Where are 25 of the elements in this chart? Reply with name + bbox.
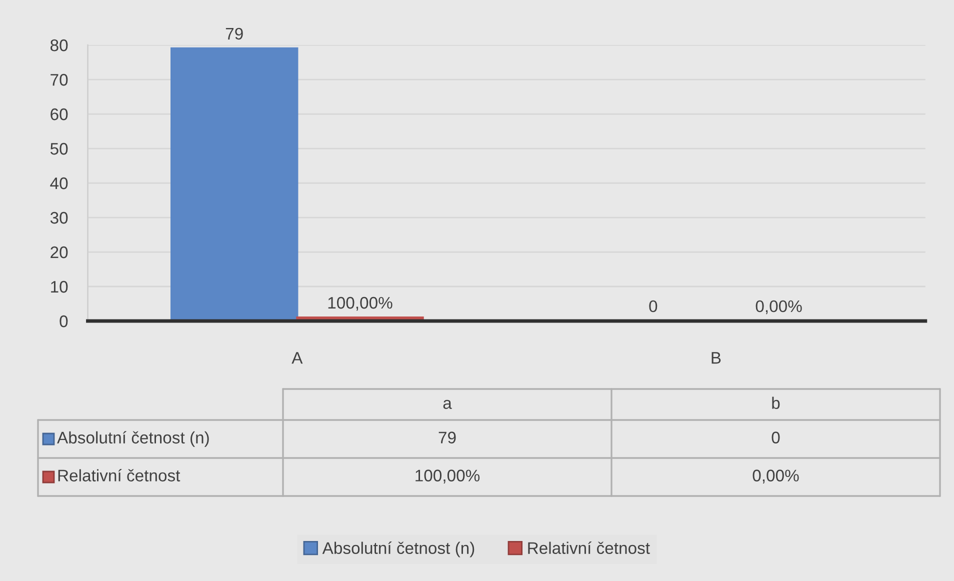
text: b <box>772 396 780 409</box>
y-tick-label: 0 <box>60 315 68 328</box>
data-label: 79 <box>438 432 456 444</box>
text: 100,00% <box>328 296 392 311</box>
x-tick-label: A <box>292 352 303 364</box>
text: a <box>443 400 452 409</box>
y-tick-label: 10 <box>51 280 68 293</box>
data-label: 0,00% <box>752 470 799 484</box>
x-tick-label: B <box>712 352 721 364</box>
text: Absolutní četnost (n) <box>322 542 474 558</box>
text: 79 <box>226 28 243 40</box>
text: Relativní četnost <box>528 542 650 554</box>
y-tick-label: 50 <box>50 142 68 155</box>
y-tick-label: 20 <box>50 246 68 258</box>
text: 0 <box>649 300 658 312</box>
legend-label: Absolutní četnost (n) <box>57 431 209 447</box>
y-tick-label: 60 <box>50 108 68 120</box>
data-label: 0 <box>772 432 780 444</box>
y-tick-label: 80 <box>50 39 68 52</box>
legend-label: Relativní četnost <box>58 469 180 482</box>
data-label: 100,00% <box>416 470 480 484</box>
y-tick-label: 30 <box>50 212 68 224</box>
y-tick-label: 40 <box>50 177 68 190</box>
y-tick-label: 70 <box>50 74 68 86</box>
text: 0,00% <box>756 300 802 314</box>
